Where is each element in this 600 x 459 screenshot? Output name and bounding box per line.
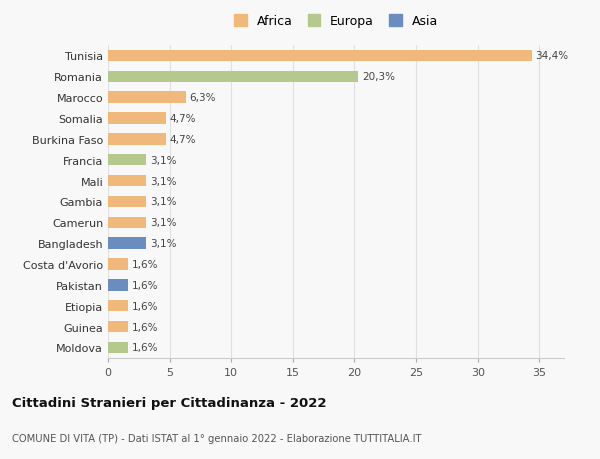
Bar [108, 92, 185, 104]
Text: 3,1%: 3,1% [150, 239, 176, 249]
Text: 3,1%: 3,1% [150, 176, 176, 186]
Legend: Africa, Europa, Asia: Africa, Europa, Asia [230, 11, 442, 32]
Bar [108, 280, 128, 291]
Bar [108, 175, 146, 187]
Text: 1,6%: 1,6% [131, 301, 158, 311]
Bar [108, 196, 146, 207]
Bar [108, 134, 166, 145]
Text: 6,3%: 6,3% [190, 93, 216, 103]
Bar [108, 50, 532, 62]
Bar [108, 113, 166, 124]
Text: Cittadini Stranieri per Cittadinanza - 2022: Cittadini Stranieri per Cittadinanza - 2… [12, 396, 326, 409]
Text: 20,3%: 20,3% [362, 72, 395, 82]
Text: 3,1%: 3,1% [150, 218, 176, 228]
Text: 1,6%: 1,6% [131, 280, 158, 290]
Bar [108, 321, 128, 332]
Text: 1,6%: 1,6% [131, 342, 158, 353]
Bar [108, 155, 146, 166]
Text: 1,6%: 1,6% [131, 322, 158, 332]
Text: 4,7%: 4,7% [170, 134, 196, 145]
Bar [108, 238, 146, 249]
Text: 3,1%: 3,1% [150, 155, 176, 165]
Bar [108, 259, 128, 270]
Bar [108, 342, 128, 353]
Bar [108, 300, 128, 312]
Text: 4,7%: 4,7% [170, 114, 196, 124]
Text: 34,4%: 34,4% [536, 51, 569, 62]
Text: 1,6%: 1,6% [131, 259, 158, 269]
Text: COMUNE DI VITA (TP) - Dati ISTAT al 1° gennaio 2022 - Elaborazione TUTTITALIA.IT: COMUNE DI VITA (TP) - Dati ISTAT al 1° g… [12, 433, 421, 442]
Bar [108, 217, 146, 229]
Text: 3,1%: 3,1% [150, 197, 176, 207]
Bar [108, 72, 358, 83]
